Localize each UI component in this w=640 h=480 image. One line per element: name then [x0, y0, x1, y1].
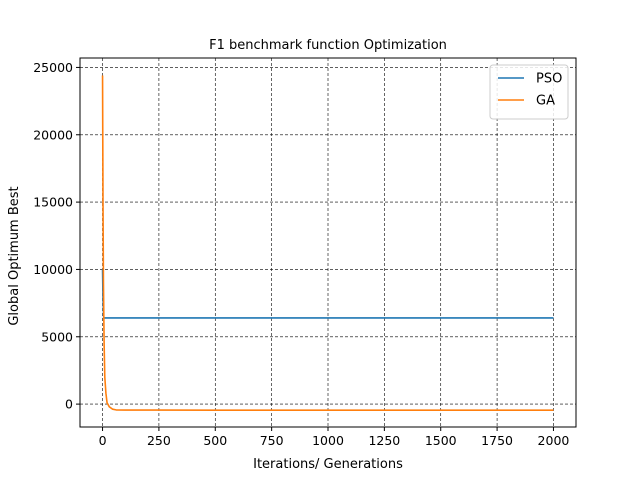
y-tick-label: 5000	[41, 329, 73, 344]
x-tick-label: 500	[203, 433, 227, 448]
x-tick-label: 1500	[425, 433, 457, 448]
x-tick-label: 1250	[368, 433, 400, 448]
y-tick-label: 0	[65, 397, 73, 412]
x-axis-ticks: 0 250 500 750 1000 1250 1500 1750 2000	[99, 427, 570, 448]
legend-label-ga: GA	[536, 94, 555, 109]
x-tick-label: 750	[260, 433, 284, 448]
y-axis-label: Global Optimum Best	[7, 186, 22, 325]
y-axis-ticks: 0 5000 10000 15000 20000 25000	[33, 60, 80, 412]
y-tick-label: 15000	[33, 195, 73, 210]
series-lines	[101, 75, 554, 411]
chart-title: F1 benchmark function Optimization	[209, 38, 447, 53]
x-tick-label: 1750	[481, 433, 513, 448]
y-tick-label: 25000	[33, 60, 73, 75]
legend-label-pso: PSO	[536, 72, 562, 87]
legend: PSO GA	[489, 64, 569, 120]
y-tick-label: 20000	[33, 127, 73, 142]
x-tick-label: 0	[99, 433, 107, 448]
x-tick-label: 2000	[538, 433, 570, 448]
y-tick-label: 10000	[33, 262, 73, 277]
x-tick-label: 250	[147, 433, 171, 448]
x-axis-label: Iterations/ Generations	[253, 457, 403, 472]
x-tick-label: 1000	[312, 433, 344, 448]
series-line-ga	[101, 75, 554, 411]
